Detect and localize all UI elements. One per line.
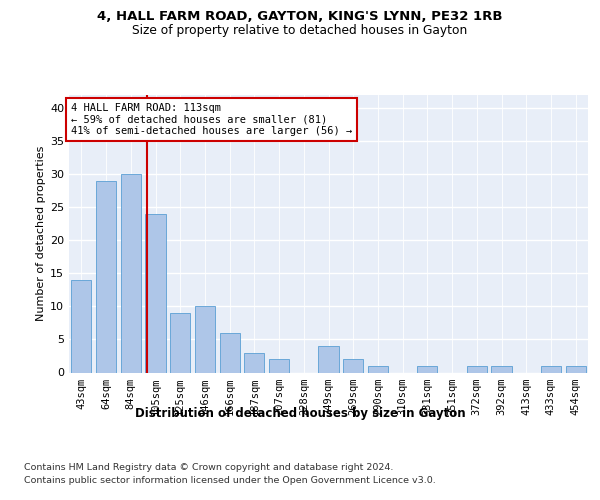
Bar [343, 360, 364, 372]
Bar [269, 360, 289, 372]
Bar [491, 366, 512, 372]
Bar [417, 366, 437, 372]
Bar [319, 346, 338, 372]
Text: 4 HALL FARM ROAD: 113sqm
← 59% of detached houses are smaller (81)
41% of semi-d: 4 HALL FARM ROAD: 113sqm ← 59% of detach… [71, 103, 352, 136]
Text: 4, HALL FARM ROAD, GAYTON, KING'S LYNN, PE32 1RB: 4, HALL FARM ROAD, GAYTON, KING'S LYNN, … [97, 10, 503, 23]
Bar [368, 366, 388, 372]
Bar [566, 366, 586, 372]
Text: Distribution of detached houses by size in Gayton: Distribution of detached houses by size … [134, 408, 466, 420]
Text: Contains HM Land Registry data © Crown copyright and database right 2024.: Contains HM Land Registry data © Crown c… [24, 462, 394, 471]
Bar [220, 333, 240, 372]
Bar [195, 306, 215, 372]
Bar [541, 366, 561, 372]
Y-axis label: Number of detached properties: Number of detached properties [36, 146, 46, 322]
Text: Contains public sector information licensed under the Open Government Licence v3: Contains public sector information licen… [24, 476, 436, 485]
Bar [96, 181, 116, 372]
Bar [244, 352, 265, 372]
Bar [71, 280, 91, 372]
Text: Size of property relative to detached houses in Gayton: Size of property relative to detached ho… [133, 24, 467, 37]
Bar [467, 366, 487, 372]
Bar [121, 174, 141, 372]
Bar [170, 313, 190, 372]
Bar [145, 214, 166, 372]
